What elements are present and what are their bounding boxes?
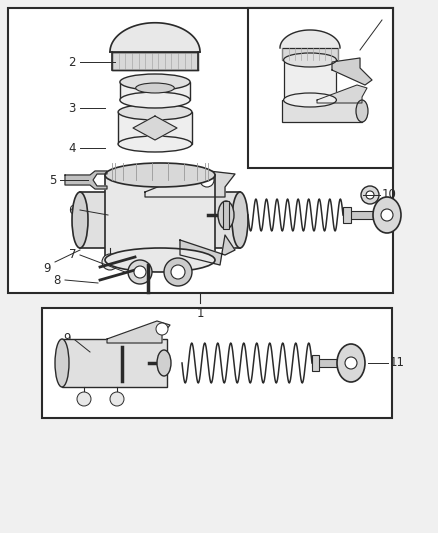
Ellipse shape <box>337 344 365 382</box>
Bar <box>283 48 338 60</box>
Bar <box>248 8 393 168</box>
Ellipse shape <box>218 201 234 229</box>
Circle shape <box>147 254 163 270</box>
Polygon shape <box>280 30 340 48</box>
Circle shape <box>77 392 91 406</box>
Ellipse shape <box>118 104 192 120</box>
Circle shape <box>134 266 146 278</box>
Bar <box>118 112 192 144</box>
Polygon shape <box>280 30 340 48</box>
Bar <box>62 339 167 387</box>
Bar <box>42 308 392 418</box>
Polygon shape <box>332 58 372 85</box>
Text: 4: 4 <box>68 141 76 155</box>
Bar <box>8 8 393 293</box>
Bar <box>223 201 229 229</box>
Ellipse shape <box>157 350 171 376</box>
Ellipse shape <box>120 74 190 90</box>
Ellipse shape <box>55 339 69 387</box>
Circle shape <box>361 186 379 204</box>
Circle shape <box>102 254 118 270</box>
Bar <box>343 211 373 219</box>
Ellipse shape <box>283 53 336 67</box>
Ellipse shape <box>105 248 215 272</box>
Ellipse shape <box>120 92 190 108</box>
Ellipse shape <box>232 192 248 248</box>
Text: 3: 3 <box>69 101 76 115</box>
Bar <box>112 52 198 70</box>
Polygon shape <box>145 170 235 197</box>
Bar <box>312 359 337 367</box>
Text: 8: 8 <box>53 273 61 287</box>
Polygon shape <box>180 235 235 265</box>
Polygon shape <box>110 23 200 52</box>
Ellipse shape <box>72 192 88 248</box>
Text: 10: 10 <box>382 189 397 201</box>
Polygon shape <box>110 23 200 52</box>
Bar <box>105 175 215 260</box>
Text: 2: 2 <box>68 55 76 69</box>
Ellipse shape <box>105 163 215 187</box>
Text: 9: 9 <box>43 262 51 274</box>
Polygon shape <box>65 171 107 189</box>
Bar <box>80 192 240 248</box>
Circle shape <box>128 260 152 284</box>
Ellipse shape <box>118 136 192 152</box>
Circle shape <box>156 323 168 335</box>
Circle shape <box>366 191 374 199</box>
Bar <box>282 100 362 122</box>
Circle shape <box>171 265 185 279</box>
Text: 1: 1 <box>196 307 204 320</box>
Text: 9: 9 <box>64 332 71 344</box>
Polygon shape <box>133 116 177 140</box>
Circle shape <box>200 173 214 187</box>
Bar <box>343 207 351 223</box>
Ellipse shape <box>373 197 401 233</box>
Circle shape <box>164 258 192 286</box>
Ellipse shape <box>136 83 174 93</box>
Ellipse shape <box>283 93 336 107</box>
Ellipse shape <box>356 100 368 122</box>
Text: 6: 6 <box>68 204 76 216</box>
Circle shape <box>110 392 124 406</box>
Text: 5: 5 <box>49 174 56 187</box>
Circle shape <box>345 357 357 369</box>
Polygon shape <box>317 85 367 103</box>
Text: 11: 11 <box>390 357 405 369</box>
Bar <box>283 60 336 100</box>
Text: 7: 7 <box>68 248 76 262</box>
Polygon shape <box>107 321 170 343</box>
Text: 1: 1 <box>384 12 392 25</box>
Bar <box>120 82 190 100</box>
Circle shape <box>381 209 393 221</box>
Bar <box>312 355 319 371</box>
